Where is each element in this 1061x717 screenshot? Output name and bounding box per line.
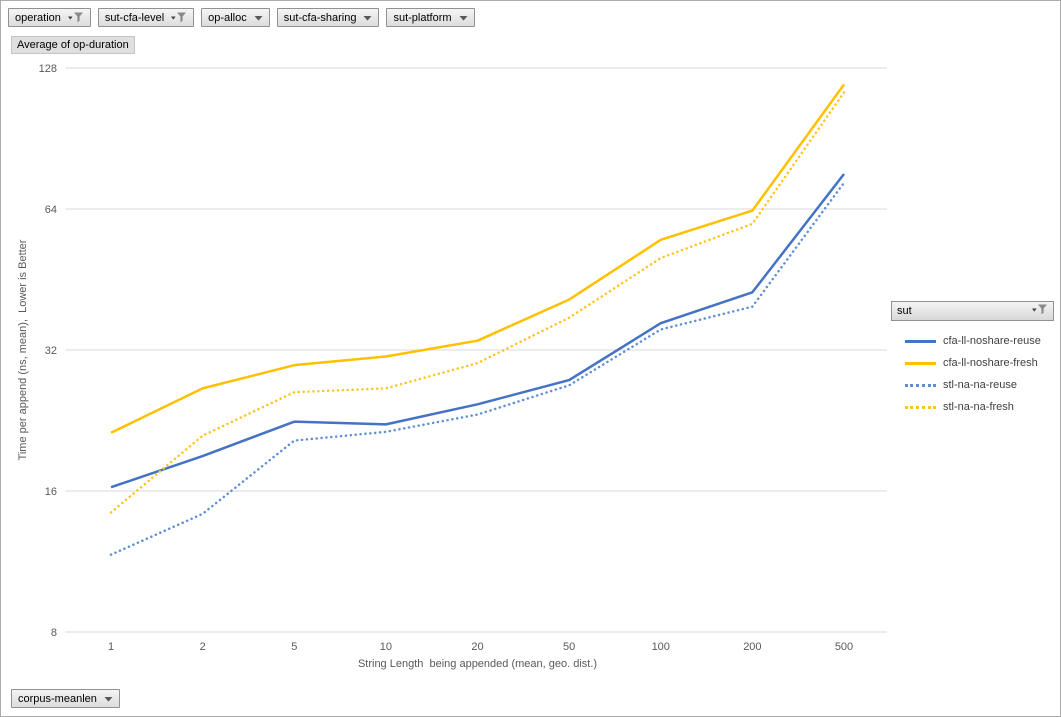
- dropdown-arrow-icon: [459, 15, 468, 21]
- y-axis-title: Time per append (ns, mean), Lower is Bet…: [17, 239, 29, 460]
- filter-button-row: operation sut-cfa-level op-alloc sut-cfa…: [8, 8, 475, 27]
- dropdown-arrow-icon: [363, 15, 372, 21]
- legend-entry-label: stl-na-na-reuse: [943, 379, 1017, 391]
- pivot-chart-plot-area: 8 16 32 64 128 1 2 5 10 20 50 100 200 500 String Lengt…: [17, 63, 887, 670]
- legend-line-sample: [905, 339, 936, 343]
- value-field-button[interactable]: Average of op-duration: [11, 36, 135, 54]
- filter-button-label: sut-cfa-sharing: [283, 11, 357, 24]
- x-tick-label: 50: [563, 641, 575, 653]
- series-line-cfa-ll-noshare-fresh: [110, 83, 846, 434]
- filter-button-op-alloc[interactable]: op-alloc: [201, 8, 270, 27]
- filter-button-label: sut-platform: [393, 11, 452, 24]
- axis-field-label: corpus-meanlen: [18, 692, 97, 705]
- x-tick-label: 200: [743, 641, 761, 653]
- y-tick-label: 128: [39, 63, 57, 75]
- series-line-cfa-ll-noshare-reuse: [110, 173, 845, 489]
- dropdown-arrow-icon: [254, 15, 263, 21]
- x-tick-label: 1: [108, 641, 114, 653]
- filtered-dropdown-funnel-icon: [1032, 304, 1048, 318]
- filter-button-label: sut-cfa-level: [104, 11, 165, 24]
- legend-entry-label: cfa-ll-noshare-reuse: [943, 335, 1041, 347]
- legend-entry: stl-na-na-reuse: [891, 374, 1057, 396]
- filtered-dropdown-funnel-icon: [171, 12, 187, 23]
- filter-button-operation[interactable]: operation: [8, 8, 91, 27]
- chart-legend: sut cfa-ll-noshare-reuse cfa-ll-noshare-…: [891, 301, 1057, 418]
- filter-button-sut-cfa-sharing[interactable]: sut-cfa-sharing: [276, 8, 380, 27]
- filter-button-label: op-alloc: [208, 11, 247, 24]
- legend-entry-label: cfa-ll-noshare-fresh: [943, 357, 1038, 369]
- x-tick-label: 20: [471, 641, 483, 653]
- x-tick-label: 2: [200, 641, 206, 653]
- series-line-stl-na-na-fresh: [109, 91, 846, 514]
- y-tick-label: 16: [45, 486, 57, 498]
- filter-button-sut-platform[interactable]: sut-platform: [386, 8, 475, 27]
- filter-button-sut-cfa-level[interactable]: sut-cfa-level: [97, 8, 195, 27]
- x-tick-label: 5: [291, 641, 297, 653]
- x-tick-label: 10: [380, 641, 392, 653]
- y-tick-label: 32: [45, 345, 57, 357]
- legend-entry: cfa-ll-noshare-fresh: [891, 352, 1057, 374]
- series-line-stl-na-na-reuse: [109, 181, 846, 556]
- x-tick-label: 500: [835, 641, 853, 653]
- filter-button-label: operation: [15, 11, 61, 24]
- legend-entry-label: stl-na-na-fresh: [943, 401, 1014, 413]
- dropdown-arrow-icon: [104, 696, 113, 702]
- value-field-label: Average of op-duration: [17, 39, 129, 51]
- legend-line-sample: [905, 383, 936, 387]
- filtered-dropdown-funnel-icon: [67, 12, 84, 23]
- legend-line-sample: [905, 361, 936, 365]
- legend-field-button[interactable]: sut: [891, 301, 1054, 321]
- legend-entry: stl-na-na-fresh: [891, 396, 1057, 418]
- y-tick-label: 64: [45, 204, 57, 216]
- legend-field-label: sut: [897, 305, 912, 317]
- x-axis-title: String Length being appended (mean, geo.…: [358, 658, 597, 670]
- y-tick-label: 8: [51, 627, 57, 639]
- axis-field-button-corpus-meanlen[interactable]: corpus-meanlen: [11, 689, 120, 708]
- legend-line-sample: [905, 405, 936, 409]
- legend-entry: cfa-ll-noshare-reuse: [891, 330, 1057, 352]
- legend-entries: cfa-ll-noshare-reuse cfa-ll-noshare-fres…: [891, 330, 1057, 418]
- x-tick-label: 100: [652, 641, 670, 653]
